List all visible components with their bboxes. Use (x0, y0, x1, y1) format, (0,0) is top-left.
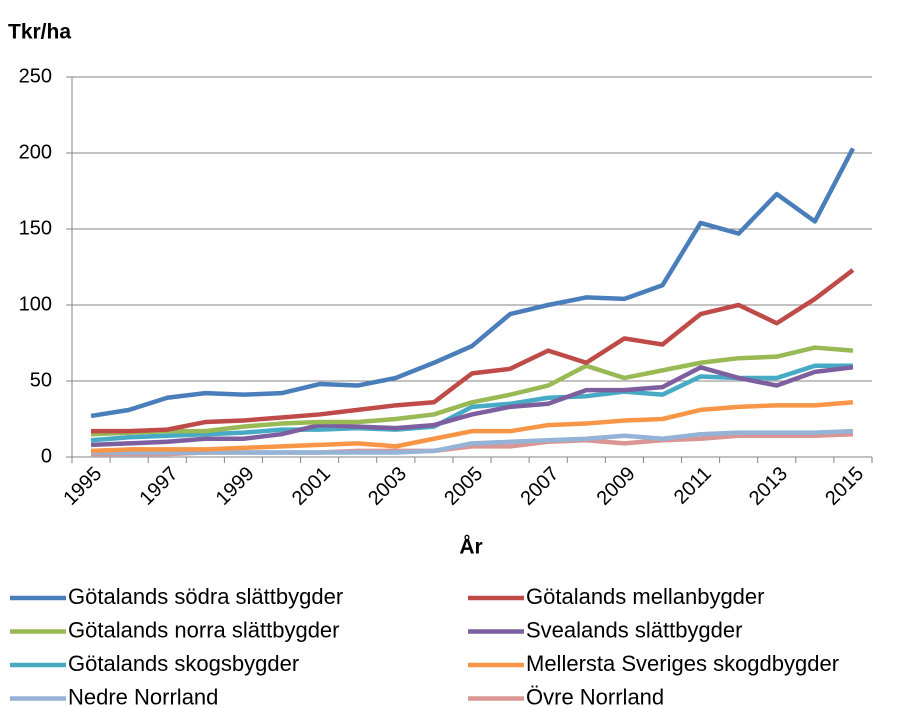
series-line (90, 345, 854, 437)
x-axis-title: År (459, 535, 482, 559)
x-tick-label: 2013 (745, 463, 792, 510)
x-tick-label: 2005 (440, 463, 487, 510)
x-tick-label: 2003 (364, 463, 411, 510)
y-tick-label: 250 (19, 65, 52, 87)
legend-label: Nedre Norrland (68, 684, 218, 707)
legend-label: Mellersta Sveriges skogdbygder (526, 651, 839, 676)
x-tick-label: 1997 (135, 463, 182, 510)
y-tick-label: 150 (19, 217, 52, 239)
legend-label: Götalands mellanbygder (526, 584, 764, 609)
series-line (91, 428, 854, 455)
legend-label: Götalands norra slättbygder (68, 617, 340, 642)
series-line (90, 365, 854, 448)
legend-label: Svealands slättbygder (526, 617, 742, 642)
y-tick-label: 200 (19, 141, 52, 163)
legend-label: Götalands södra slättbygder (68, 584, 343, 609)
legend-label: Götalands skogsbygder (68, 651, 299, 676)
series-line (91, 268, 855, 434)
x-tick-label: 2007 (516, 463, 563, 510)
legend-label: Övre Norrland (526, 684, 664, 707)
x-tick-label: 2001 (288, 463, 335, 510)
y-tick-label: 50 (30, 369, 52, 391)
x-tick-label: 2009 (593, 463, 640, 510)
x-tick-label: 2015 (821, 463, 868, 510)
series-line (90, 147, 855, 419)
x-tick-label: 1999 (212, 463, 259, 510)
x-tick-label: 2011 (670, 463, 716, 509)
y-axis-title: Tkr/ha (8, 21, 71, 44)
y-tick-label: 0 (41, 445, 52, 467)
y-tick-label: 100 (19, 293, 52, 315)
series-line (90, 400, 854, 454)
x-tick-label: 1995 (59, 463, 106, 510)
series-line (90, 363, 853, 443)
